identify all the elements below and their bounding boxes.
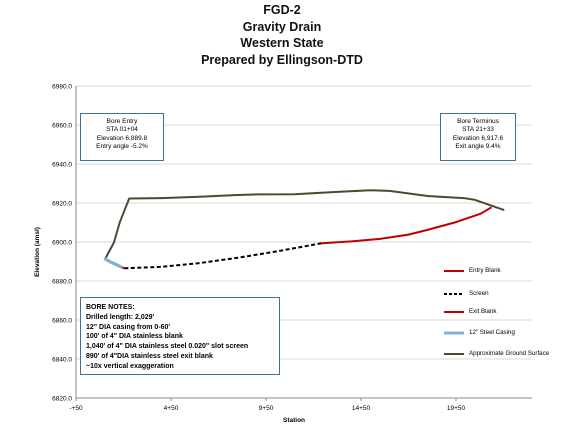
title-line-2: Gravity Drain — [242, 19, 322, 34]
steel-casing-line — [103, 257, 123, 269]
bore-notes-line: 12" DIA casing from 0-60' — [86, 323, 171, 331]
exit-blank-line — [320, 206, 492, 245]
legend-label-ground-surface: Approximate Ground Surface — [469, 350, 550, 357]
x-tick-label: 19+50 — [447, 405, 466, 412]
bore-terminus-station: STA 21+33 — [462, 126, 494, 134]
bore-notes-box: BORE NOTES: Drilled length: 2,029' 12" D… — [80, 297, 280, 375]
chart-title: FGD-2 Gravity Drain Western State Prepar… — [0, 2, 564, 68]
legend-item-ground-surface: Approximate Ground Surface — [444, 350, 564, 358]
y-axis-title: Elevation (amsl) — [34, 227, 41, 277]
bore-notes-line: 1,040' of 4" DIA stainless steel 0.020" … — [86, 343, 249, 351]
axes — [75, 86, 532, 401]
legend-item-steel-casing: 12" Steel Casing — [444, 329, 564, 337]
bore-notes-line: 890' of 4"DIA stainless steel exit blank — [86, 352, 213, 360]
legend-item-entry-blank: Entry Blank — [444, 267, 564, 275]
y-tick-label: 6860.0 — [52, 318, 72, 325]
x-tick-label: 4+50 — [164, 405, 179, 412]
y-tick-label: 6900.0 — [52, 240, 72, 247]
legend-label-exit-blank: Exit Blank — [469, 308, 497, 315]
legend-label-entry-blank: Entry Blank — [469, 267, 501, 274]
y-tick-label: 6840.0 — [52, 357, 72, 364]
bore-notes-line: Drilled length: 2,029' — [86, 313, 155, 321]
bore-entry-box: Bore Entry STA 01+04 Elevation 6,889.8 E… — [80, 113, 164, 161]
screen-line — [124, 242, 323, 270]
legend-label-steel-casing: 12" Steel Casing — [469, 329, 515, 336]
x-tick-label: 9+50 — [259, 405, 274, 412]
legend-item-exit-blank: Exit Blank — [444, 308, 564, 316]
bore-terminus-elevation: Elevation 6,917.6 — [452, 134, 504, 142]
y-tick-label: 6880.0 — [52, 279, 72, 286]
bore-entry-title: Bore Entry — [106, 118, 138, 125]
bore-notes-line: 100' of 4" DIA stainless blank — [86, 333, 183, 341]
bore-notes-line: BORE NOTES: — [86, 304, 135, 311]
y-tick-label: 6960.0 — [52, 123, 72, 130]
bore-notes-line: ~10x vertical exaggeration — [86, 362, 174, 370]
bore-entry-station: STA 01+04 — [106, 126, 138, 134]
x-tick-label: 14+50 — [352, 405, 371, 412]
y-tick-label: 6920.0 — [52, 201, 72, 208]
title-line-4: Prepared by Ellingson-DTD — [201, 52, 363, 67]
y-tick-label: 6980.0 — [52, 84, 72, 91]
x-axis-title: Station — [283, 417, 305, 424]
title-line-3: Western State — [240, 36, 324, 50]
ground-surface-line — [104, 189, 505, 260]
series-lines — [103, 189, 505, 270]
title-line-1: FGD-2 — [263, 3, 301, 17]
bore-terminus-box: Bore Terminus STA 21+33 Elevation 6,917.… — [440, 113, 516, 161]
bore-terminus-angle: Exit angle 9.4% — [455, 142, 501, 150]
bore-entry-elevation: Elevation 6,889.8 — [96, 134, 148, 142]
legend-label-screen: Screen — [469, 290, 489, 297]
y-tick-label: 6940.0 — [52, 162, 72, 169]
x-tick-label: -+50 — [69, 405, 83, 412]
legend-item-screen: Screen — [444, 290, 564, 298]
bore-entry-angle: Entry angle -5.2% — [96, 142, 148, 150]
bore-terminus-title: Bore Terminus — [457, 118, 499, 125]
y-tick-label: 6820.0 — [52, 396, 72, 403]
tick-labels: 6820.0 6840.0 6860.0 6880.0 6900.0 6920.0 6940… — [34, 84, 466, 425]
